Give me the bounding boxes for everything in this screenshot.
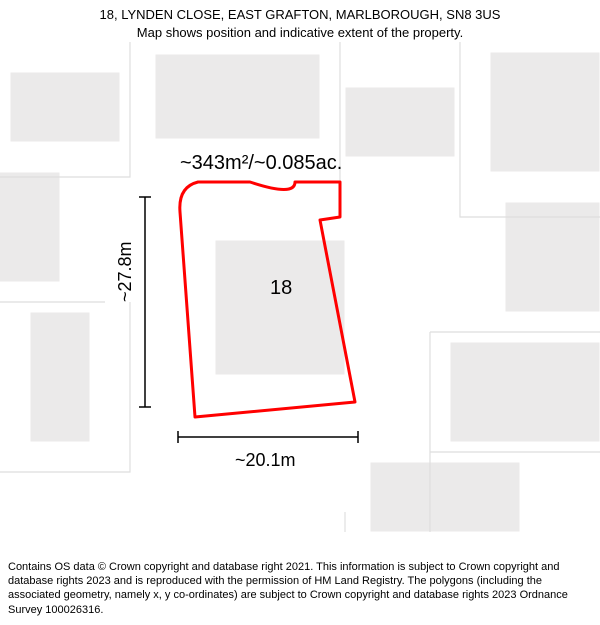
area-label: ~343m²/~0.085ac. — [180, 152, 342, 175]
copyright-footer: Contains OS data © Crown copyright and d… — [0, 556, 600, 625]
address-line: 18, LYNDEN CLOSE, EAST GRAFTON, MARLBORO… — [10, 6, 590, 24]
width-dimension-label: ~20.1m — [235, 450, 296, 471]
map-area: ~343m²/~0.085ac. ~27.8m ~20.1m 18 — [0, 42, 600, 532]
height-dimension-label: ~27.8m — [115, 241, 136, 302]
plot-number-label: 18 — [270, 277, 292, 300]
property-map-page: 18, LYNDEN CLOSE, EAST GRAFTON, MARLBORO… — [0, 0, 600, 625]
subtitle-line: Map shows position and indicative extent… — [10, 24, 590, 42]
map-svg — [0, 42, 600, 532]
header: 18, LYNDEN CLOSE, EAST GRAFTON, MARLBORO… — [0, 0, 600, 43]
